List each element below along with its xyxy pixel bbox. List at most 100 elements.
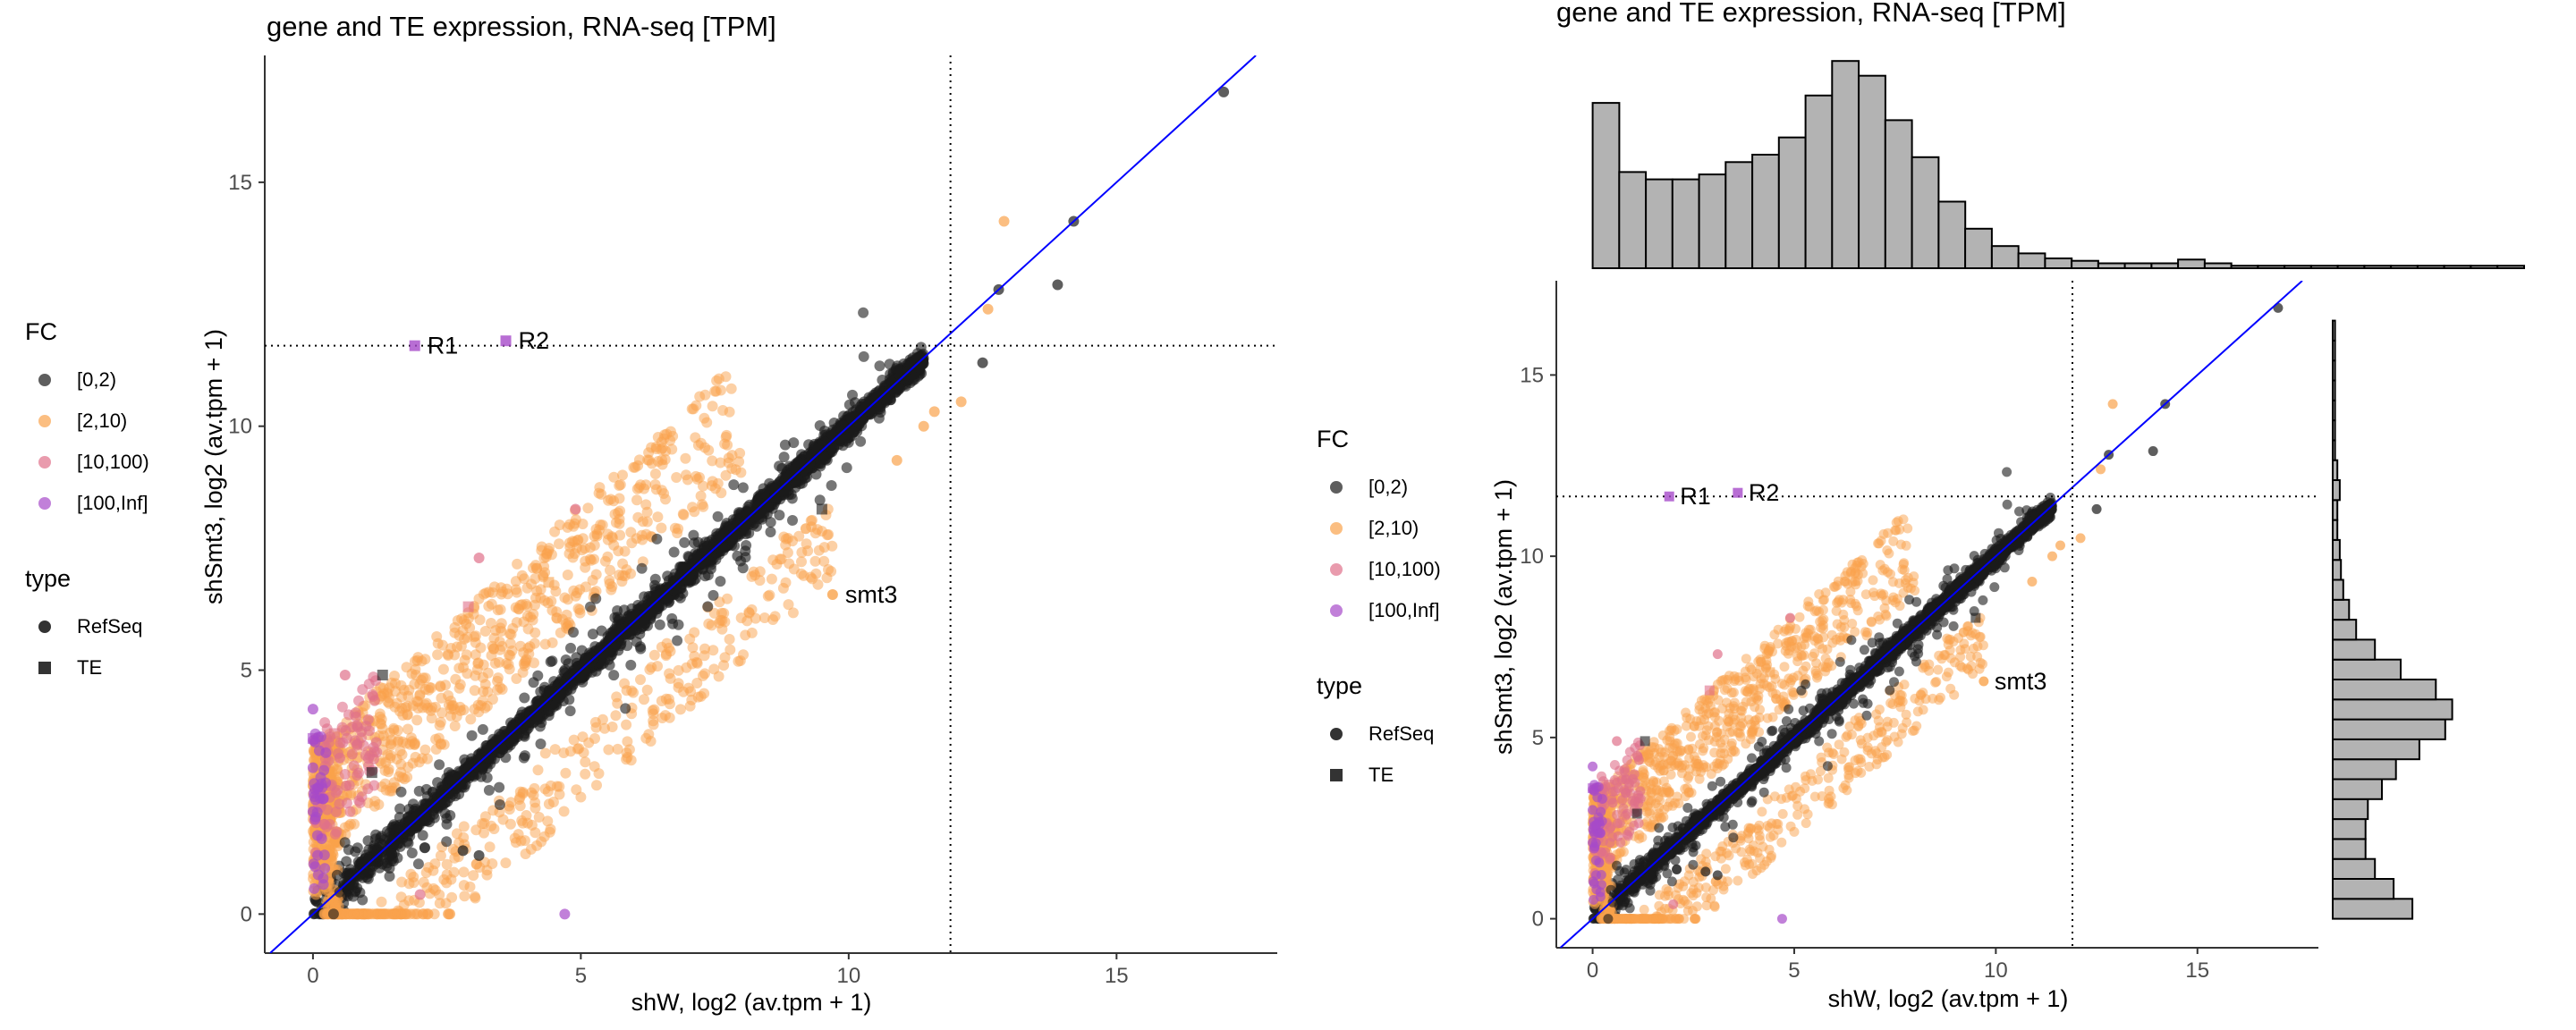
data-point bbox=[538, 595, 550, 606]
type-legend-key bbox=[1330, 769, 1343, 781]
data-point bbox=[382, 749, 394, 760]
data-point bbox=[740, 528, 751, 540]
data-point bbox=[519, 730, 530, 742]
data-point bbox=[855, 435, 867, 447]
data-point bbox=[568, 734, 580, 746]
histogram-bar bbox=[2332, 898, 2414, 920]
data-point bbox=[712, 511, 724, 522]
x-tick-label: 10 bbox=[836, 964, 860, 988]
data-point bbox=[551, 612, 563, 624]
data-point bbox=[796, 556, 807, 568]
data-point bbox=[809, 555, 821, 567]
data-point bbox=[319, 717, 331, 729]
type-legend-label: RefSeq bbox=[1368, 722, 1434, 745]
data-point bbox=[726, 463, 738, 474]
histogram-bar bbox=[2017, 252, 2046, 269]
type-legend-key bbox=[1330, 728, 1343, 740]
refseq-point bbox=[570, 503, 581, 515]
data-point bbox=[651, 533, 663, 545]
data-point bbox=[512, 558, 523, 570]
data-point bbox=[689, 506, 700, 518]
type-legend-key bbox=[38, 621, 51, 633]
data-point bbox=[496, 640, 508, 652]
fc-legend-key bbox=[38, 456, 51, 469]
data-point bbox=[309, 882, 320, 894]
data-point bbox=[560, 767, 572, 779]
refseq-point bbox=[1218, 86, 1230, 97]
data-point bbox=[715, 576, 726, 587]
data-point bbox=[309, 861, 321, 873]
data-point bbox=[530, 802, 541, 814]
histogram-bar bbox=[2332, 758, 2397, 781]
data-point bbox=[754, 566, 766, 578]
data-point bbox=[673, 678, 684, 689]
data-point bbox=[529, 782, 540, 794]
data-point bbox=[614, 529, 626, 541]
histogram-bar bbox=[1591, 102, 1621, 269]
data-point bbox=[617, 469, 628, 481]
data-point bbox=[741, 540, 752, 551]
data-point bbox=[802, 545, 814, 557]
data-point bbox=[613, 545, 624, 557]
data-point bbox=[724, 406, 735, 418]
data-point bbox=[332, 764, 343, 774]
data-point bbox=[395, 758, 407, 770]
data-point bbox=[618, 604, 630, 616]
data-point bbox=[716, 607, 727, 619]
data-point bbox=[775, 485, 786, 497]
data-point bbox=[614, 493, 625, 504]
data-point bbox=[432, 649, 444, 661]
histogram-bar bbox=[2309, 265, 2339, 270]
y-tick-label: 10 bbox=[228, 415, 252, 439]
data-point bbox=[674, 569, 686, 579]
data-point bbox=[336, 701, 348, 713]
data-point bbox=[362, 783, 374, 795]
data-point bbox=[531, 562, 542, 574]
data-point bbox=[502, 588, 513, 600]
top-marginal-histogram bbox=[1591, 60, 2525, 270]
data-point bbox=[352, 720, 363, 731]
data-point bbox=[707, 476, 718, 487]
data-point bbox=[699, 668, 710, 680]
histogram-bar bbox=[2332, 499, 2339, 521]
data-point bbox=[441, 877, 453, 889]
histogram-bar bbox=[2332, 319, 2336, 342]
histogram-bar bbox=[2496, 265, 2525, 270]
data-point bbox=[803, 439, 815, 451]
data-point bbox=[649, 573, 661, 585]
data-point bbox=[606, 633, 618, 645]
data-point bbox=[733, 507, 744, 519]
data-point bbox=[826, 480, 837, 491]
data-point bbox=[673, 619, 684, 630]
data-point bbox=[458, 832, 470, 843]
data-point bbox=[388, 908, 400, 920]
histogram-bar bbox=[2044, 258, 2073, 269]
data-point bbox=[319, 863, 331, 874]
data-point bbox=[495, 622, 506, 634]
data-point bbox=[740, 629, 751, 641]
histogram-bar bbox=[1698, 173, 1727, 270]
data-point bbox=[609, 509, 621, 520]
data-point bbox=[481, 772, 493, 783]
data-point bbox=[666, 443, 678, 455]
data-point bbox=[604, 659, 615, 671]
data-point bbox=[318, 764, 330, 776]
data-point bbox=[642, 454, 654, 466]
data-point bbox=[481, 763, 493, 773]
data-point bbox=[826, 427, 837, 439]
histogram-bar bbox=[2416, 265, 2445, 270]
data-point bbox=[647, 705, 658, 716]
histogram-bar bbox=[2332, 359, 2336, 382]
histogram-bar bbox=[1671, 178, 1700, 270]
data-point bbox=[692, 536, 704, 548]
right-scatter-panel: gene and TE expression, RNA-seq [TPM] FC… bbox=[1317, 0, 2525, 1012]
data-point bbox=[554, 538, 564, 550]
histogram-bar bbox=[2332, 339, 2336, 362]
histogram-bar bbox=[2071, 259, 2099, 270]
data-point bbox=[344, 806, 356, 817]
refseq-point bbox=[918, 420, 929, 432]
y-tick-label: 15 bbox=[228, 171, 252, 195]
data-point bbox=[699, 389, 711, 401]
data-point bbox=[500, 857, 512, 869]
